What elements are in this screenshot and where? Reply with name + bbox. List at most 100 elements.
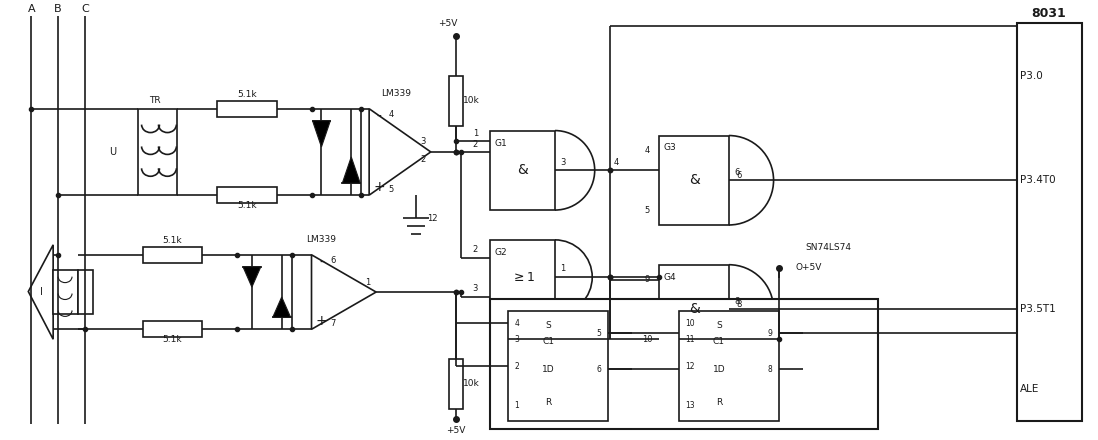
Text: 4: 4 <box>614 158 619 167</box>
Text: S: S <box>545 321 551 330</box>
Text: LM339: LM339 <box>306 235 336 244</box>
Text: 2: 2 <box>514 362 519 370</box>
Bar <box>137 109 178 195</box>
Text: 5.1k: 5.1k <box>163 236 182 246</box>
Text: TR: TR <box>148 96 160 105</box>
Text: B: B <box>54 4 61 15</box>
Text: 10k: 10k <box>463 379 480 389</box>
Text: 5.1k: 5.1k <box>163 335 182 344</box>
Text: 5: 5 <box>597 329 602 338</box>
Text: G3: G3 <box>663 143 676 153</box>
Text: LM339: LM339 <box>381 89 411 98</box>
Bar <box>491 131 554 210</box>
Text: 5.1k: 5.1k <box>237 90 257 99</box>
Bar <box>53 270 78 315</box>
Text: 1: 1 <box>366 278 371 286</box>
Text: 11: 11 <box>685 335 695 344</box>
Bar <box>217 101 277 117</box>
Polygon shape <box>312 255 377 329</box>
Text: 10k: 10k <box>463 96 480 105</box>
Text: 1D: 1D <box>713 365 726 374</box>
Bar <box>143 247 202 263</box>
Text: 6: 6 <box>330 256 336 265</box>
Bar <box>491 240 554 315</box>
Text: S: S <box>716 321 721 330</box>
Text: 1: 1 <box>473 129 478 138</box>
Text: 1: 1 <box>514 401 519 411</box>
Text: 8: 8 <box>736 300 741 309</box>
Text: G4: G4 <box>663 273 676 282</box>
Text: 5.1k: 5.1k <box>237 201 257 209</box>
Bar <box>659 136 729 225</box>
Bar <box>217 187 277 203</box>
Text: G1: G1 <box>494 139 507 147</box>
Text: P3.0: P3.0 <box>1020 71 1043 81</box>
Text: P3.5T1: P3.5T1 <box>1020 304 1056 315</box>
Text: 8: 8 <box>735 297 739 306</box>
Text: U: U <box>109 147 116 158</box>
Text: 6: 6 <box>597 365 602 374</box>
Text: -: - <box>320 256 324 270</box>
Text: &: & <box>688 302 699 316</box>
Text: 3: 3 <box>421 137 426 147</box>
Text: 12: 12 <box>685 362 695 370</box>
Text: 1D: 1D <box>541 365 554 374</box>
Text: 9: 9 <box>645 275 650 284</box>
Text: 1: 1 <box>560 264 565 273</box>
Bar <box>1017 23 1082 421</box>
Bar <box>449 76 462 125</box>
Text: &: & <box>517 163 528 177</box>
Text: ALE: ALE <box>1020 384 1040 394</box>
Text: 10: 10 <box>685 319 695 328</box>
Text: 8: 8 <box>768 365 773 374</box>
Text: P3.4T0: P3.4T0 <box>1020 175 1055 185</box>
Text: $\geq$1: $\geq$1 <box>511 271 535 284</box>
Polygon shape <box>369 109 430 195</box>
Text: 6: 6 <box>735 168 739 177</box>
Text: 2: 2 <box>473 140 478 150</box>
Text: +: + <box>315 314 327 328</box>
Polygon shape <box>243 267 261 287</box>
Text: C1: C1 <box>713 337 725 346</box>
Text: 2: 2 <box>421 155 425 165</box>
Text: C1: C1 <box>542 337 554 346</box>
Text: 10: 10 <box>642 335 652 344</box>
Bar <box>508 312 607 421</box>
Text: 12: 12 <box>427 213 438 223</box>
Text: G2: G2 <box>494 248 507 257</box>
Text: &: & <box>688 173 699 187</box>
Text: +5V: +5V <box>438 19 458 28</box>
Text: 13: 13 <box>685 401 695 411</box>
Polygon shape <box>343 157 360 183</box>
Bar <box>78 270 93 315</box>
Text: 3: 3 <box>560 158 565 167</box>
Bar <box>491 300 878 429</box>
Text: A: A <box>27 4 35 15</box>
Bar <box>449 359 462 409</box>
Text: C: C <box>81 4 89 15</box>
Text: 4: 4 <box>389 110 393 119</box>
Text: 9: 9 <box>768 329 773 338</box>
Text: O+5V: O+5V <box>795 263 821 272</box>
Bar <box>659 265 729 354</box>
Text: 5: 5 <box>645 205 650 215</box>
Polygon shape <box>29 245 53 339</box>
Text: R: R <box>716 398 722 407</box>
Bar <box>143 321 202 337</box>
Text: +: + <box>373 180 385 194</box>
Polygon shape <box>313 121 330 147</box>
Text: 8031: 8031 <box>1031 7 1066 20</box>
Text: 4: 4 <box>514 319 519 328</box>
Text: +5V: +5V <box>446 426 466 435</box>
Text: I: I <box>40 286 43 297</box>
Text: -: - <box>377 110 381 124</box>
Text: R: R <box>545 398 551 407</box>
Text: 4: 4 <box>645 146 650 155</box>
Polygon shape <box>272 297 291 317</box>
Text: 7: 7 <box>330 319 336 328</box>
Text: 6: 6 <box>736 171 741 180</box>
Text: 5: 5 <box>389 185 393 194</box>
Text: 3: 3 <box>514 335 519 344</box>
Text: 3: 3 <box>473 284 478 293</box>
Text: SN74LS74: SN74LS74 <box>805 243 851 252</box>
